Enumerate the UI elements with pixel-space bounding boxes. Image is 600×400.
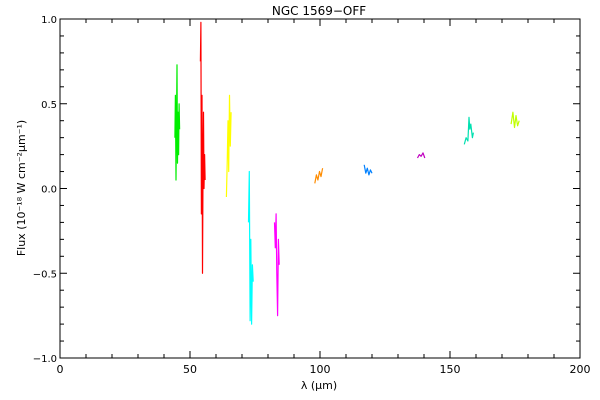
plot-area-frame: [59, 18, 581, 359]
spectrum-segment-3: [225, 94, 232, 198]
series-group: [174, 21, 520, 325]
x-tick-label: 0: [57, 363, 64, 376]
spectrum-segment-6: [314, 168, 324, 184]
spectrum-segment-10: [510, 111, 520, 129]
spectrum-segment-7: [363, 164, 373, 176]
chart-title: NGC 1569−OFF: [272, 4, 366, 18]
y-tick-label: 0.5: [41, 100, 57, 111]
x-tick-label: 200: [570, 363, 591, 376]
spectrum-segment-1: [174, 64, 181, 181]
x-tick-label: 150: [440, 363, 461, 376]
spectrum-segment-8: [416, 152, 426, 159]
y-tick-label: 0.0: [41, 185, 57, 196]
y-tick-label: 1.0: [41, 15, 57, 26]
spectrum-segment-9: [463, 116, 474, 145]
x-axis-label: λ (μm): [301, 379, 337, 392]
spectrum-segment-4: [247, 170, 254, 325]
y-tick-label: −1.0: [33, 354, 57, 365]
x-tick-label: 50: [183, 363, 197, 376]
spectrum-segment-2: [199, 21, 206, 274]
y-tick-labels: −1.0 −0.5 0.0 0.5 1.0: [33, 15, 57, 365]
spectrum-segment-5: [273, 213, 280, 317]
axis-ticks: [59, 18, 581, 359]
x-tick-labels: 0 50 100 150 200: [57, 363, 591, 376]
y-tick-label: −0.5: [33, 269, 57, 280]
x-tick-label: 100: [310, 363, 331, 376]
y-axis-label: Flux (10⁻¹⁸ W cm⁻²μm⁻¹): [15, 120, 28, 256]
